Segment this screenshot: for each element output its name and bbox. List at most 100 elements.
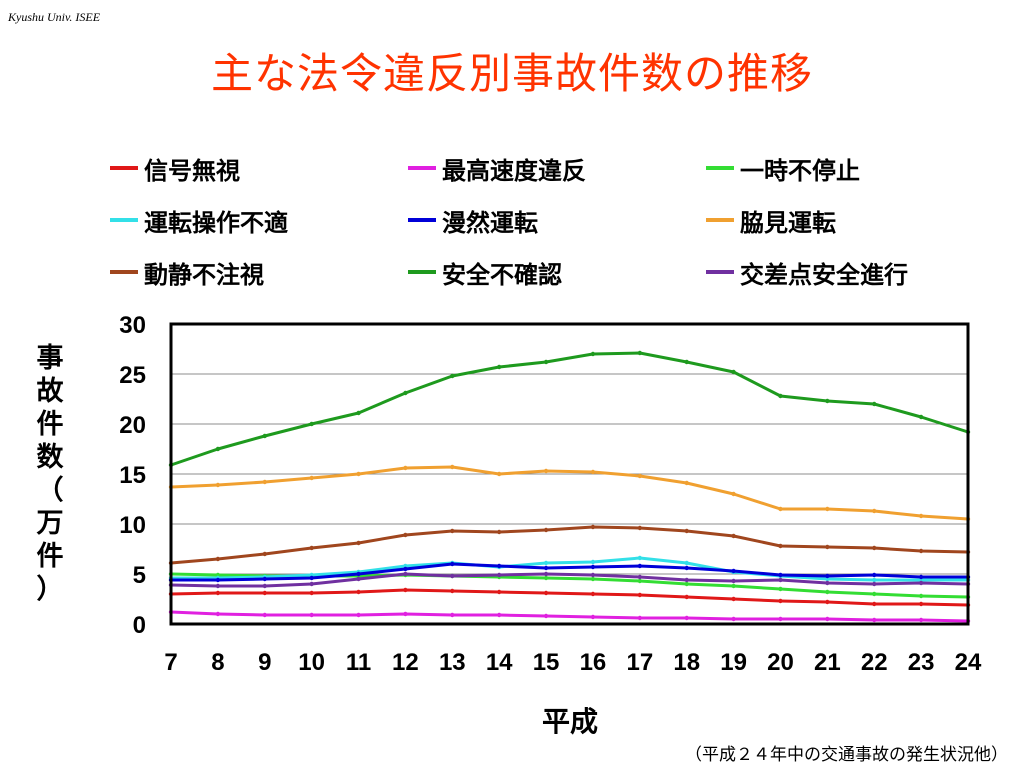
data-point: [403, 611, 408, 617]
series-line: [169, 588, 970, 607]
x-tick-label: 23: [908, 649, 935, 676]
y-tick-label: 15: [119, 462, 146, 489]
x-tick-label: 13: [439, 649, 466, 676]
data-point: [403, 390, 408, 396]
data-point: [778, 543, 783, 549]
data-point: [309, 545, 314, 551]
y-axis-label: 事故件数（万件）: [30, 342, 70, 606]
legend-item: 脇見運転: [706, 202, 836, 238]
x-tick-label: 22: [861, 649, 888, 676]
data-point: [637, 350, 643, 356]
y-tick-label: 25: [119, 362, 146, 389]
legend-swatch: [408, 218, 436, 222]
x-tick-label: 14: [486, 649, 513, 676]
legend-label: 動静不注視: [144, 260, 264, 289]
x-tick-label: 20: [767, 649, 794, 676]
data-point: [543, 590, 549, 596]
data-point: [262, 590, 267, 596]
data-point: [872, 591, 877, 597]
data-point: [309, 581, 314, 587]
legend-item: 動静不注視: [110, 254, 264, 290]
legend-label: 交差点安全進行: [740, 260, 908, 289]
data-point: [496, 589, 502, 595]
data-point: [215, 556, 221, 562]
data-point: [637, 563, 643, 569]
slide-title: 主な法令違反別事故件数の推移: [210, 49, 813, 98]
data-point: [496, 364, 502, 370]
data-point: [403, 566, 408, 572]
legend-item: 安全不確認: [408, 254, 562, 290]
data-point: [496, 612, 502, 618]
data-point: [731, 568, 736, 574]
data-point: [918, 414, 924, 420]
x-tick-label: 12: [392, 649, 419, 676]
series-line: [169, 351, 970, 467]
data-point: [825, 506, 830, 512]
data-point: [778, 598, 783, 604]
data-point: [872, 545, 877, 551]
series-line: [169, 610, 970, 623]
data-point: [262, 479, 267, 485]
data-point: [825, 398, 830, 404]
data-point: [543, 575, 549, 581]
data-point: [403, 532, 408, 538]
data-point: [918, 574, 924, 580]
data-point: [684, 581, 689, 587]
data-point: [262, 433, 267, 439]
y-tick-label: 30: [119, 312, 146, 339]
data-point: [215, 577, 221, 583]
data-point: [403, 465, 408, 471]
data-point: [731, 596, 736, 602]
data-point: [496, 572, 502, 578]
x-tick-label: 11: [346, 649, 371, 676]
x-tick-label: 17: [626, 649, 653, 676]
data-point: [637, 525, 643, 531]
data-point: [403, 571, 408, 577]
x-tick-label: 16: [580, 649, 607, 676]
data-point: [731, 583, 736, 589]
series-line: [169, 525, 970, 565]
data-point: [215, 583, 221, 589]
source-note: （平成２４年中の交通事故の発生状況他）: [685, 745, 1008, 765]
data-point: [356, 571, 361, 577]
y-axis-label-char: （: [36, 475, 64, 506]
data-point: [450, 573, 455, 579]
data-point: [918, 617, 924, 623]
legend-swatch: [408, 166, 436, 170]
data-point: [637, 615, 643, 621]
y-axis-label-char: 件: [36, 409, 64, 440]
data-point: [450, 528, 455, 534]
data-point: [356, 589, 361, 595]
data-point: [590, 614, 596, 620]
x-tick-label: 8: [211, 649, 224, 676]
data-point: [731, 578, 736, 584]
legend-swatch: [110, 218, 138, 222]
series-line: [169, 465, 970, 521]
data-point: [637, 578, 643, 584]
data-point: [356, 540, 361, 546]
data-point: [825, 616, 830, 622]
data-point: [872, 601, 877, 607]
y-axis-label-char: 故: [36, 376, 64, 407]
data-point: [731, 533, 736, 539]
data-point: [590, 576, 596, 582]
data-point: [215, 611, 221, 617]
y-tick-label: 0: [133, 612, 146, 639]
data-point: [356, 576, 361, 582]
data-point: [543, 359, 549, 365]
data-point: [262, 551, 267, 557]
x-tick-label: 10: [298, 649, 325, 676]
data-point: [825, 573, 830, 579]
data-point: [543, 613, 549, 619]
legend-item: 運転操作不適: [110, 202, 288, 238]
data-point: [637, 592, 643, 598]
data-point: [684, 594, 689, 600]
legend-swatch: [110, 166, 138, 170]
data-point: [309, 612, 314, 618]
data-point: [684, 577, 689, 583]
data-point: [918, 601, 924, 607]
x-tick-label: 18: [673, 649, 700, 676]
data-point: [309, 475, 314, 481]
data-point: [496, 563, 502, 569]
